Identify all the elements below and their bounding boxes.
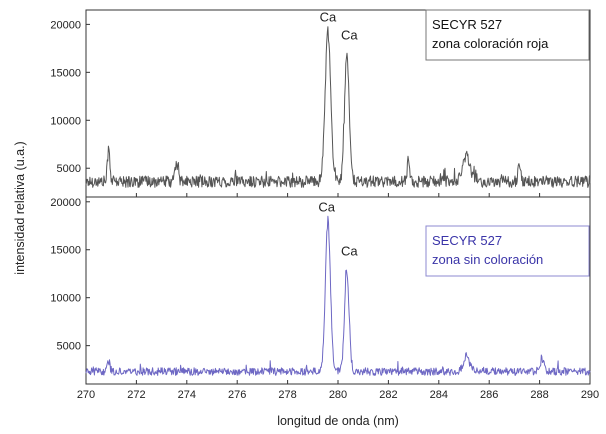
y-tick-label: 15000 (50, 67, 81, 79)
peak-label-ca: Ca (341, 28, 358, 43)
x-tick-label: 274 (178, 389, 196, 401)
x-tick-label: 276 (228, 389, 246, 401)
spectrum-line (85, 215, 591, 376)
legend-zone-label: zona sin coloración (432, 252, 543, 267)
y-tick-label: 10000 (50, 293, 81, 305)
x-tick-label: 270 (77, 389, 95, 401)
plot-frame (85, 196, 591, 385)
legend-sample-name: SECYR 527 (432, 17, 502, 32)
top-spectrum-panel: 20000 15000 10000 5000 Ca Ca SECYR 527 zona col… (50, 9, 591, 198)
y-tick-label: 20000 (50, 197, 81, 209)
legend-box (425, 225, 590, 277)
x-tick-label: 288 (530, 389, 548, 401)
y-tick-label: 15000 (50, 245, 81, 257)
y-axis-title: intensidad relativa (u.a.) (13, 141, 27, 274)
y-tick-label: 5000 (57, 341, 81, 353)
y-tick-label: 5000 (57, 163, 81, 175)
legend-box (425, 9, 590, 61)
peak-label-ca: Ca (318, 199, 335, 214)
x-tick-label: 286 (480, 389, 498, 401)
peak-label-ca: Ca (341, 243, 358, 258)
bottom-spectrum-panel: 20000 15000 10000 5000 270 272 274 276 278 280 282… (50, 196, 599, 401)
peak-label-ca: Ca (320, 10, 337, 25)
spectrum-line (85, 26, 591, 188)
x-tick-label: 282 (379, 389, 397, 401)
x-tick-label: 272 (127, 389, 145, 401)
x-tick-label: 278 (278, 389, 296, 401)
x-tick-label: 280 (329, 389, 347, 401)
legend-sample-name: SECYR 527 (432, 233, 502, 248)
y-tick-label: 20000 (50, 19, 81, 31)
x-tick-label: 284 (430, 389, 448, 401)
y-tick-label: 10000 (50, 115, 81, 127)
legend-zone-label: zona coloración roja (432, 36, 549, 51)
x-axis-title: longitud de onda (nm) (277, 414, 399, 428)
x-tick-label: 290 (581, 389, 599, 401)
